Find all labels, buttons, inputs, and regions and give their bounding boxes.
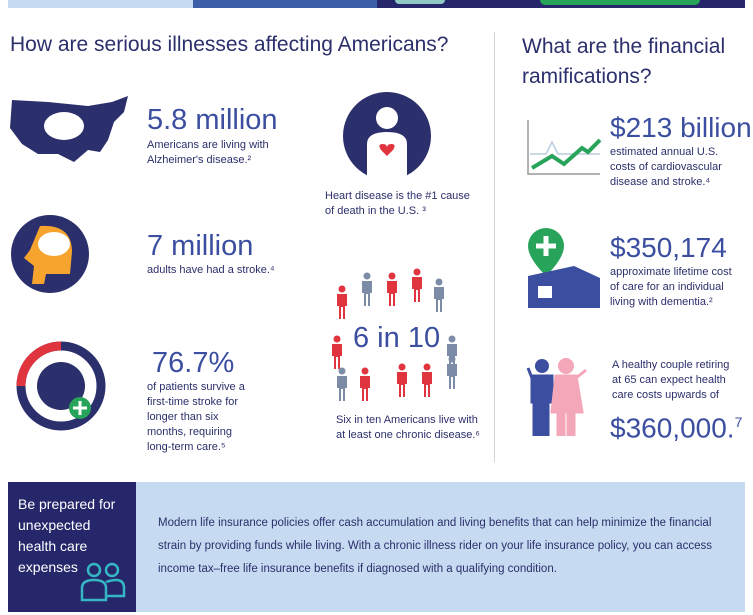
top-bar-mid <box>193 0 377 8</box>
person-icon <box>447 355 457 389</box>
care-facility-icon <box>528 228 600 308</box>
stat-value: 76.7% <box>152 347 235 379</box>
cost-value: $350,174 <box>610 232 727 263</box>
cost-text: approximate lifetime cost of care for an… <box>610 266 732 308</box>
right-heading: What are the financial ramifications? <box>522 35 726 88</box>
footer-title-box: Be prepared for unexpected health care e… <box>8 482 136 612</box>
decorative-shape <box>540 0 700 5</box>
person-icon <box>434 278 444 312</box>
person-icon <box>412 268 422 302</box>
stat-text: of patients survive a first-time stroke … <box>147 381 245 453</box>
cost-chart-icon <box>527 120 602 175</box>
chronic-value: 6 in 10 <box>353 322 441 354</box>
person-icon <box>387 272 397 306</box>
top-bar-light <box>8 0 193 8</box>
cost-text: A healthy couple retiring at 65 can expe… <box>612 359 730 401</box>
footer-title: Be prepared for unexpected health care e… <box>18 496 116 575</box>
stat-text: Americans are living with Alzheimer's di… <box>147 139 269 166</box>
cost-value: $360,000.7 <box>610 406 742 444</box>
head-brain-icon <box>11 215 89 293</box>
stat-value: 7 million <box>147 230 254 262</box>
person-icon <box>397 363 407 397</box>
person-icon <box>422 363 432 397</box>
couple-icon <box>526 358 587 436</box>
person-icon <box>332 335 342 369</box>
person-icon <box>360 367 370 401</box>
us-map-brain-icon <box>10 96 128 162</box>
footnote: 7 <box>734 414 743 430</box>
cost-value: $213 billion <box>610 112 752 143</box>
column-divider <box>494 32 495 462</box>
cost-text: estimated annual U.S. costs of cardiovas… <box>610 146 722 188</box>
footer-body: Modern life insurance policies offer cas… <box>158 517 712 575</box>
people-icon <box>80 562 126 602</box>
cost-amount: $360,000. <box>610 412 735 444</box>
chronic-text: Six in ten Americans live with at least … <box>336 414 480 441</box>
heart-text: Heart disease is the #1 cause of death i… <box>325 190 470 217</box>
person-icon <box>337 367 347 401</box>
decorative-shape <box>395 0 445 4</box>
stat-text: adults have had a stroke.⁴ <box>147 264 275 276</box>
stat-value: 5.8 million <box>147 104 278 136</box>
person-icon <box>337 285 347 319</box>
heart-person-icon <box>343 92 431 180</box>
footer-body-box: Modern life insurance policies offer cas… <box>136 482 745 612</box>
person-icon <box>362 272 372 306</box>
stroke-brain-icon <box>16 341 106 431</box>
left-heading: How are serious illnesses affecting Amer… <box>10 33 449 56</box>
